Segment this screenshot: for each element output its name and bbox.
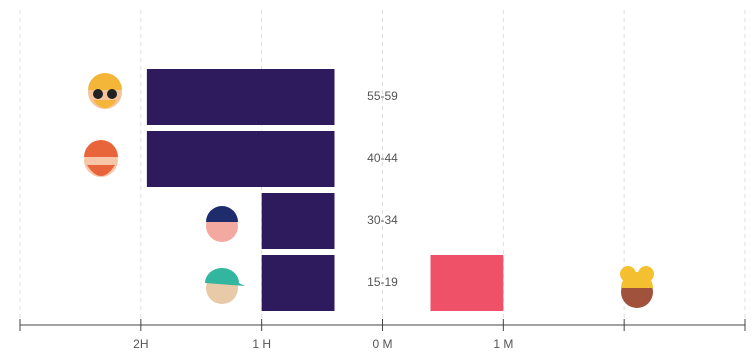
category-label: 15-19 — [367, 275, 398, 289]
x-tick-label: 1 M — [493, 337, 513, 351]
category-label: 30-34 — [367, 213, 398, 227]
category-label: 55-59 — [367, 89, 398, 103]
x-tick-label: 0 M — [372, 337, 392, 351]
bar — [430, 255, 504, 311]
avatars — [84, 73, 654, 308]
bar — [261, 193, 335, 249]
bar — [261, 255, 335, 311]
avatar — [205, 268, 245, 304]
bar — [146, 131, 335, 187]
avatar — [206, 206, 238, 242]
category-label: 40-44 — [367, 151, 398, 165]
x-tick-label: 2H — [133, 337, 148, 351]
avatar — [84, 140, 118, 177]
bar — [146, 69, 335, 125]
avatar — [88, 73, 122, 109]
avatar — [620, 266, 654, 308]
x-tick-label: 1 H — [252, 337, 271, 351]
